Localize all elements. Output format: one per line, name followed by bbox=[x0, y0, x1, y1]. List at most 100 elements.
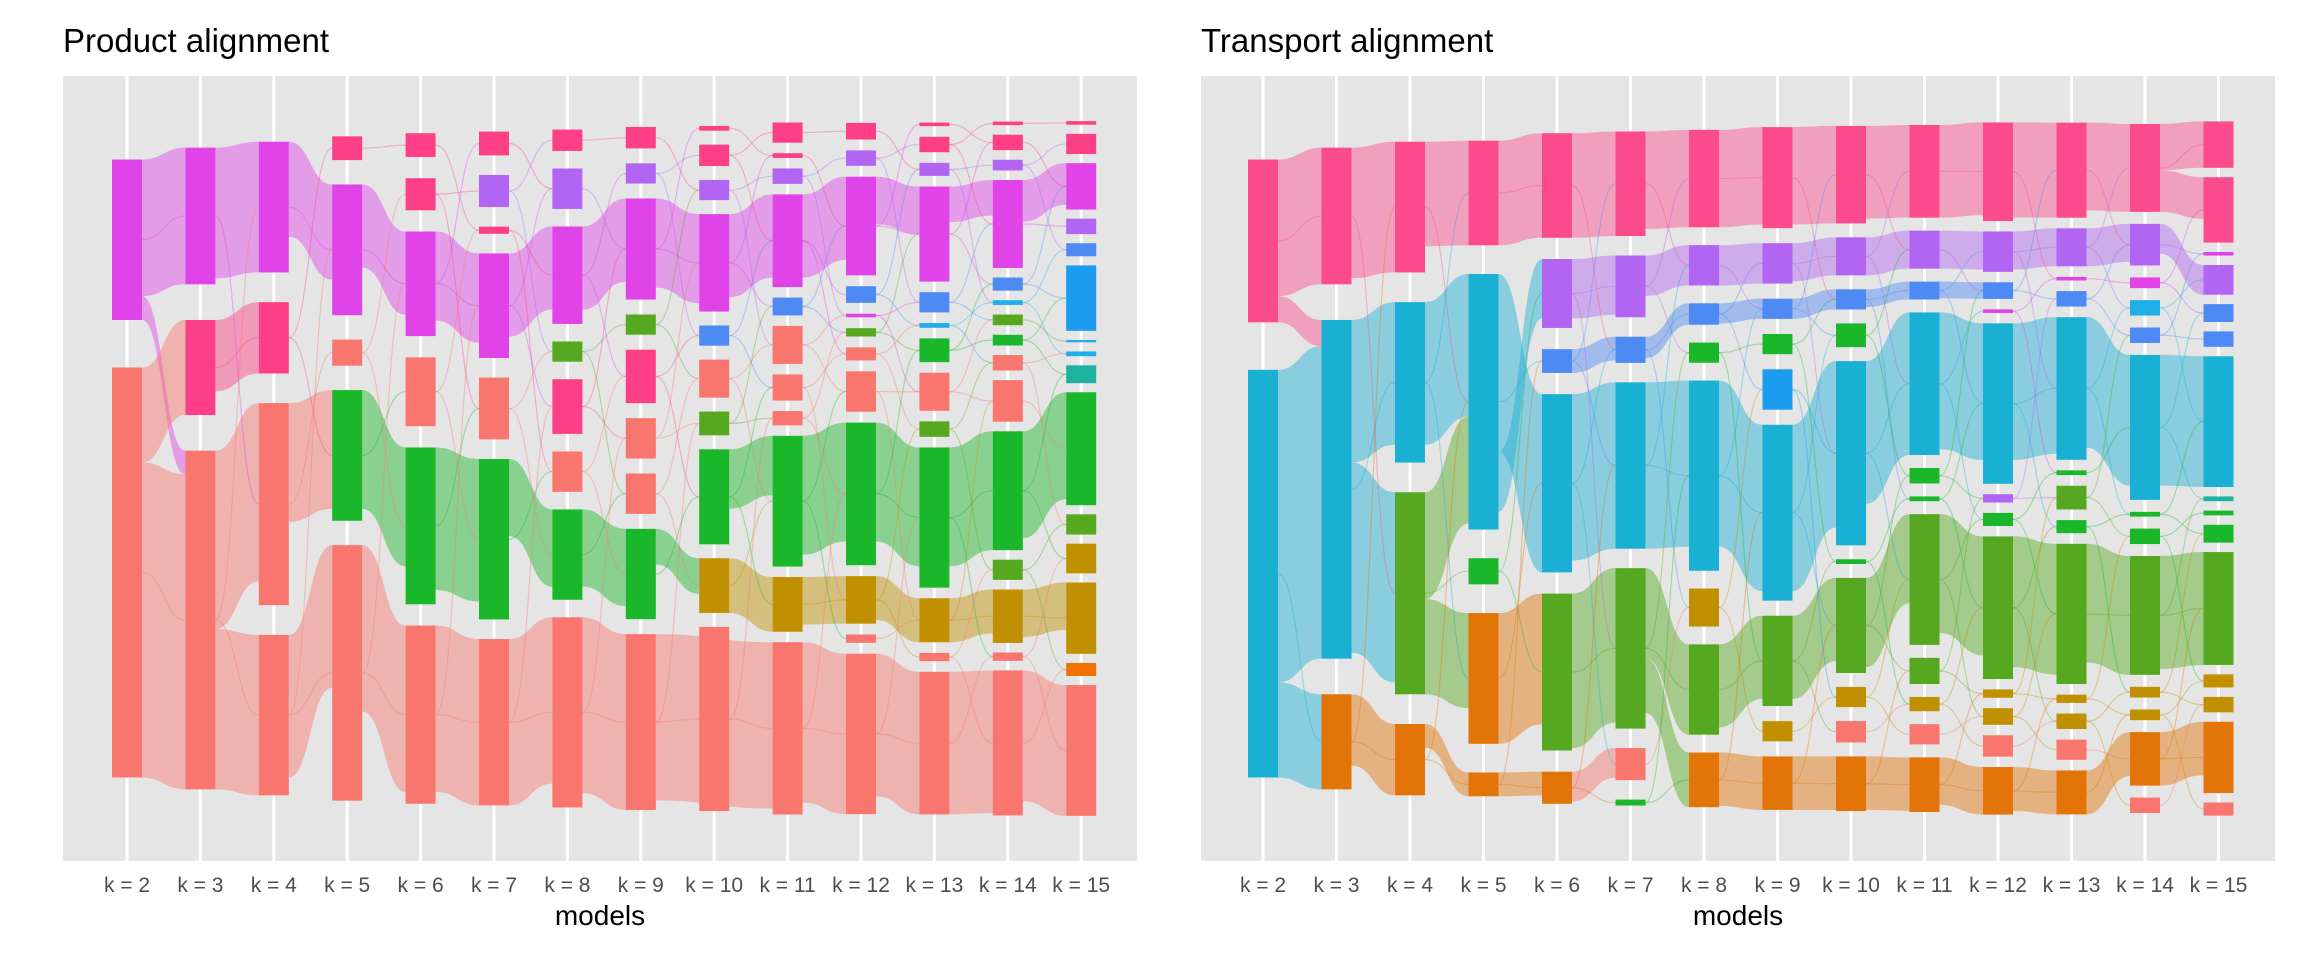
minor-flow bbox=[1022, 656, 1067, 752]
cluster-node bbox=[846, 286, 876, 303]
alluvial-flow bbox=[1792, 577, 1836, 699]
minor-flow bbox=[2159, 307, 2204, 423]
minor-flow bbox=[729, 334, 773, 389]
minor-flow bbox=[435, 142, 480, 285]
minor-flow bbox=[2086, 307, 2131, 390]
alluvial-flow bbox=[1351, 302, 1395, 463]
minor-flow bbox=[2159, 756, 2204, 760]
alluvial-flow bbox=[1425, 599, 1469, 709]
minor-flow bbox=[582, 493, 626, 556]
cluster-node bbox=[846, 371, 876, 412]
alluvial-flow bbox=[1572, 568, 1616, 749]
minor-flow bbox=[1571, 787, 1616, 804]
minor-flow bbox=[1792, 334, 1837, 514]
minor-flow bbox=[729, 500, 773, 587]
alluvial-flow bbox=[1792, 237, 1836, 282]
minor-flow bbox=[655, 127, 700, 250]
cluster-node bbox=[772, 194, 803, 288]
alluvial-flow bbox=[2013, 122, 2057, 218]
minor-flow bbox=[949, 233, 993, 285]
cluster-node bbox=[992, 180, 1023, 268]
cluster-node bbox=[1983, 767, 2013, 815]
minor-flow bbox=[1022, 297, 1067, 341]
cluster-node bbox=[1615, 336, 1646, 363]
minor-flow bbox=[802, 225, 847, 308]
cluster-node bbox=[2130, 327, 2160, 343]
alluvial-flow bbox=[949, 670, 993, 815]
minor-flow bbox=[1939, 497, 1984, 672]
minor-flow bbox=[1718, 512, 1763, 781]
minor-flow bbox=[1645, 177, 1690, 287]
x-tick-label: k = 9 bbox=[1754, 874, 1800, 897]
alluvial-flow bbox=[215, 141, 259, 279]
alluvial-flow bbox=[1939, 757, 1983, 815]
cluster-node bbox=[2130, 354, 2160, 500]
minor-flow bbox=[288, 337, 333, 457]
cluster-node bbox=[552, 617, 583, 808]
minor-flow bbox=[1022, 668, 1067, 744]
cluster-node bbox=[699, 214, 730, 312]
cluster-node bbox=[2056, 770, 2087, 815]
minor-flow bbox=[1939, 715, 1984, 735]
cluster-node bbox=[625, 473, 656, 514]
alluvial-flow bbox=[1645, 129, 1689, 229]
alluvial-flow bbox=[142, 462, 186, 790]
minor-flow bbox=[2012, 715, 2057, 751]
cluster-node bbox=[1066, 662, 1097, 677]
minor-flow bbox=[1497, 360, 1543, 785]
cluster-node bbox=[2203, 510, 2234, 516]
cluster-node bbox=[919, 338, 950, 363]
minor-flow bbox=[2012, 607, 2057, 722]
cluster-node bbox=[1066, 365, 1097, 384]
alluvial-flow bbox=[2086, 317, 2130, 486]
cluster-node bbox=[625, 528, 656, 620]
cluster-node bbox=[552, 226, 583, 324]
minor-flow bbox=[875, 293, 920, 326]
minor-flow bbox=[1939, 475, 1984, 499]
alluvial-flow bbox=[1719, 380, 1763, 592]
cluster-node bbox=[1762, 127, 1793, 229]
cluster-node bbox=[846, 347, 876, 361]
alluvial-flow bbox=[1645, 303, 1689, 359]
cluster-node bbox=[992, 314, 1023, 326]
minor-flow bbox=[2012, 402, 2057, 528]
minor-flow bbox=[1939, 289, 1984, 405]
minor-flow bbox=[802, 493, 847, 729]
minor-flow bbox=[435, 190, 480, 195]
cluster-node bbox=[1909, 496, 1940, 502]
minor-flow bbox=[875, 390, 920, 621]
minor-flow bbox=[582, 350, 626, 495]
alluvial-flow bbox=[1022, 670, 1067, 816]
cluster-node bbox=[2203, 121, 2234, 168]
minor-flow bbox=[802, 500, 847, 640]
minor-flow bbox=[802, 386, 847, 601]
minor-flow bbox=[435, 283, 480, 307]
minor-flow bbox=[1718, 176, 1763, 180]
minor-flow bbox=[362, 144, 406, 149]
cluster-node bbox=[258, 634, 289, 796]
minor-flow bbox=[2086, 720, 2131, 806]
cluster-node bbox=[405, 178, 436, 211]
minor-flow bbox=[1645, 606, 1690, 765]
cluster-node bbox=[2203, 331, 2234, 347]
minor-flow bbox=[1865, 289, 1910, 300]
minor-flow bbox=[1792, 512, 1837, 627]
x-axis-label: models bbox=[1693, 900, 1783, 931]
alluvial-flow bbox=[1939, 281, 1983, 299]
cluster-node bbox=[1689, 752, 1719, 808]
minor-flow bbox=[949, 301, 993, 321]
minor-flow bbox=[1645, 464, 1690, 477]
alluvial-flow bbox=[1498, 274, 1542, 573]
cluster-node bbox=[625, 418, 656, 459]
cluster-node bbox=[699, 411, 730, 436]
alluvial-flow bbox=[142, 319, 186, 463]
alluvial-flow bbox=[288, 545, 333, 778]
cluster-node bbox=[1689, 644, 1719, 735]
alluvial-flow bbox=[2160, 552, 2204, 669]
cluster-node bbox=[1066, 121, 1097, 125]
minor-flow bbox=[1939, 251, 1984, 292]
minor-flow bbox=[728, 417, 773, 720]
alluvial-flow bbox=[1498, 771, 1542, 797]
cluster-node bbox=[1909, 757, 1940, 813]
chart-title: Product alignment bbox=[63, 22, 329, 59]
